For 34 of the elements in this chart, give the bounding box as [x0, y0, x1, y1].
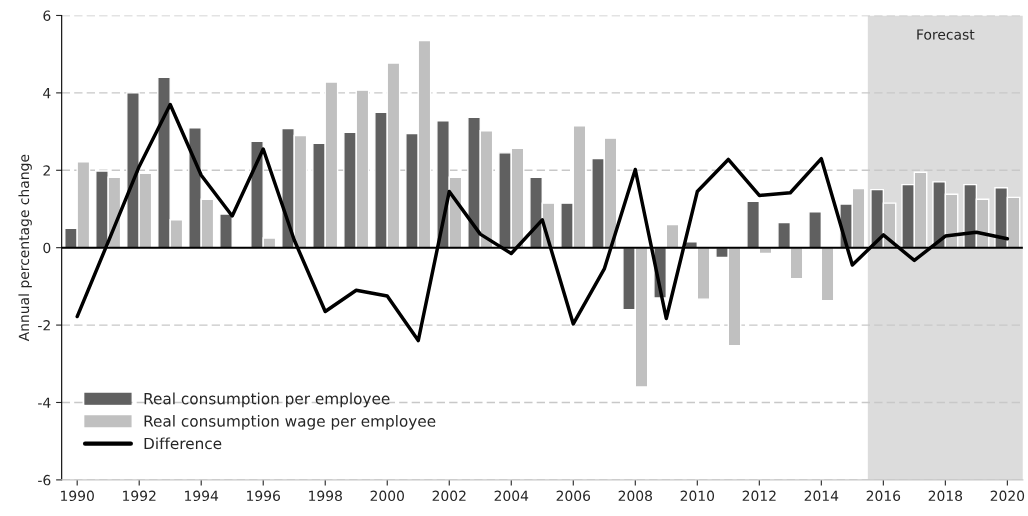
x-tick-label: 1990: [61, 490, 94, 502]
legend-label: Real consumption wage per employee: [144, 414, 436, 430]
x-tick-label: 2014: [804, 490, 839, 502]
y-tick-label: 0: [43, 242, 51, 254]
x-tick-label: 1998: [309, 490, 342, 502]
bar: [696, 246, 711, 300]
x-tick-label: 2006: [556, 490, 591, 502]
x-tick-label: 2004: [494, 490, 529, 502]
x-tick-label: 2002: [432, 490, 466, 502]
y-tick-label: 4: [43, 88, 51, 99]
y-tick-label: -4: [38, 397, 51, 408]
x-tick-label: 2008: [618, 490, 653, 502]
y-axis-title: Annual percentage change: [18, 154, 32, 342]
x-tick-label: 2000: [370, 490, 404, 502]
x-tick-label: 2012: [742, 490, 776, 502]
bar: [820, 246, 835, 302]
x-tick-label: 2020: [990, 490, 1025, 502]
x-tick-label: 2010: [680, 490, 715, 502]
x-tick-label: 1996: [247, 490, 281, 502]
legend-label: Difference: [144, 437, 222, 450]
x-tick-label: 1994: [185, 490, 219, 502]
x-tick-label: 2018: [928, 490, 963, 502]
bar: [746, 200, 761, 249]
y-tick-label: -2: [38, 320, 50, 331]
legend-label: Real consumption per employee: [144, 392, 390, 408]
y-tick-label: 6: [43, 10, 51, 21]
bar: [808, 210, 823, 249]
x-tick-label: 2016: [866, 490, 901, 502]
bar: [777, 221, 792, 249]
y-tick-label: 2: [43, 165, 50, 176]
band-label: Forecast: [917, 29, 975, 40]
bar: [219, 213, 233, 249]
x-tick-label: 1992: [123, 490, 156, 502]
y-tick-label: -6: [38, 474, 51, 486]
